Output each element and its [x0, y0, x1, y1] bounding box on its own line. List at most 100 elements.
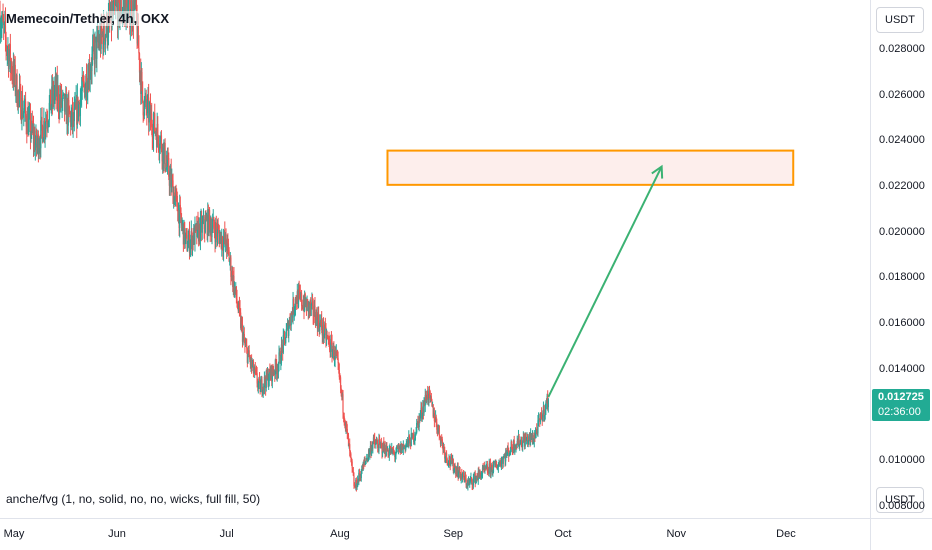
- candle-down: [283, 333, 286, 338]
- candle-down: [326, 335, 328, 337]
- candle-down: [299, 292, 301, 298]
- candle-up: [416, 421, 418, 423]
- candle-up: [51, 86, 53, 106]
- candle-down: [397, 446, 399, 449]
- candle-down: [173, 192, 175, 205]
- candle-up: [280, 344, 283, 363]
- candle-down: [274, 372, 276, 375]
- candle-down: [213, 227, 216, 233]
- candle-down: [296, 300, 298, 304]
- candle-up: [369, 445, 372, 450]
- candle-down: [429, 391, 431, 398]
- candle-down: [349, 450, 351, 455]
- time-tick-label: Oct: [554, 528, 572, 540]
- candle-down: [540, 412, 542, 414]
- projection-arrow[interactable]: [547, 164, 664, 398]
- candle-up: [542, 413, 544, 422]
- candle-up: [467, 481, 469, 487]
- candle-down: [49, 89, 52, 111]
- candle-up: [140, 72, 142, 95]
- candle-down: [303, 303, 305, 311]
- candle-up: [226, 238, 228, 251]
- candle-down: [410, 445, 412, 447]
- candle-down: [393, 451, 395, 454]
- currency-selector-bottom[interactable]: USDT: [876, 487, 924, 513]
- candle-down: [433, 412, 435, 422]
- candle-up: [34, 142, 36, 151]
- candle-up: [15, 90, 17, 92]
- candle-up: [396, 446, 398, 453]
- candle-up: [113, 0, 115, 5]
- candle-up: [506, 447, 509, 453]
- candle-up: [364, 461, 367, 463]
- candle-down: [12, 75, 14, 82]
- candle-up: [193, 227, 195, 244]
- candle-down: [536, 429, 538, 434]
- candle-down: [457, 467, 459, 478]
- candle-up: [473, 476, 475, 478]
- candle-down: [204, 229, 206, 233]
- candle-up: [506, 452, 508, 456]
- candle-up: [375, 442, 377, 445]
- candle-up: [247, 353, 249, 363]
- candle-down: [43, 120, 46, 134]
- candle-up: [6, 50, 8, 52]
- candle-down: [313, 315, 315, 317]
- chart-title: Memecoin/Tether, 4h, OKX: [6, 11, 170, 26]
- candle-down: [346, 428, 348, 433]
- bar-countdown: 02:36:00: [878, 405, 921, 418]
- candle-down: [53, 86, 55, 100]
- candle-up: [294, 307, 296, 310]
- candle-down: [428, 389, 431, 392]
- candle-up: [36, 143, 38, 148]
- candle-up: [61, 101, 63, 106]
- candle-down: [347, 435, 350, 447]
- candle-down: [118, 0, 121, 21]
- candle-up: [242, 334, 244, 342]
- candle-up: [472, 477, 474, 486]
- candle-up: [403, 445, 406, 447]
- candle-up: [430, 396, 432, 398]
- currency-selector-top[interactable]: USDT: [876, 7, 924, 33]
- target-zone[interactable]: [386, 149, 795, 186]
- candle-up: [223, 232, 225, 240]
- candle-up: [107, 37, 109, 42]
- candle-up: [273, 372, 275, 375]
- candle-up: [181, 224, 183, 226]
- indicator-legend[interactable]: anche/fvg (1, no, solid, no, no, wicks, …: [6, 492, 261, 506]
- candle-down: [298, 289, 300, 292]
- candle-down: [79, 103, 81, 116]
- candle-up: [212, 221, 214, 230]
- candle-up: [530, 433, 532, 442]
- candle-up: [87, 77, 89, 93]
- candle-up: [194, 224, 196, 245]
- candle-down: [176, 192, 178, 196]
- candle-up: [1, 22, 3, 28]
- candle-down: [216, 230, 218, 237]
- candle-down: [321, 329, 323, 336]
- candle-up: [386, 450, 389, 452]
- candle-down: [51, 86, 53, 101]
- candle-up: [137, 21, 139, 44]
- candle-down: [436, 429, 439, 432]
- candle-up: [268, 380, 270, 386]
- candle-up: [26, 114, 29, 134]
- candle-down: [13, 62, 15, 77]
- candle-down: [451, 458, 453, 464]
- candle-down: [520, 440, 523, 447]
- candle-up: [478, 471, 481, 474]
- candle-down: [267, 372, 269, 386]
- candle-up: [348, 444, 350, 447]
- candle-down: [353, 485, 356, 487]
- time-axis-separator: [0, 518, 932, 519]
- candle-up: [65, 95, 67, 97]
- candle-down: [424, 401, 426, 406]
- time-tick-label: Dec: [776, 528, 796, 540]
- candle-up: [174, 196, 176, 205]
- price-chart[interactable]: [0, 0, 870, 518]
- candle-up: [480, 474, 482, 479]
- candle-down: [24, 101, 27, 114]
- candle-up: [219, 232, 222, 236]
- candle-up: [270, 366, 272, 378]
- candle-up: [45, 121, 47, 129]
